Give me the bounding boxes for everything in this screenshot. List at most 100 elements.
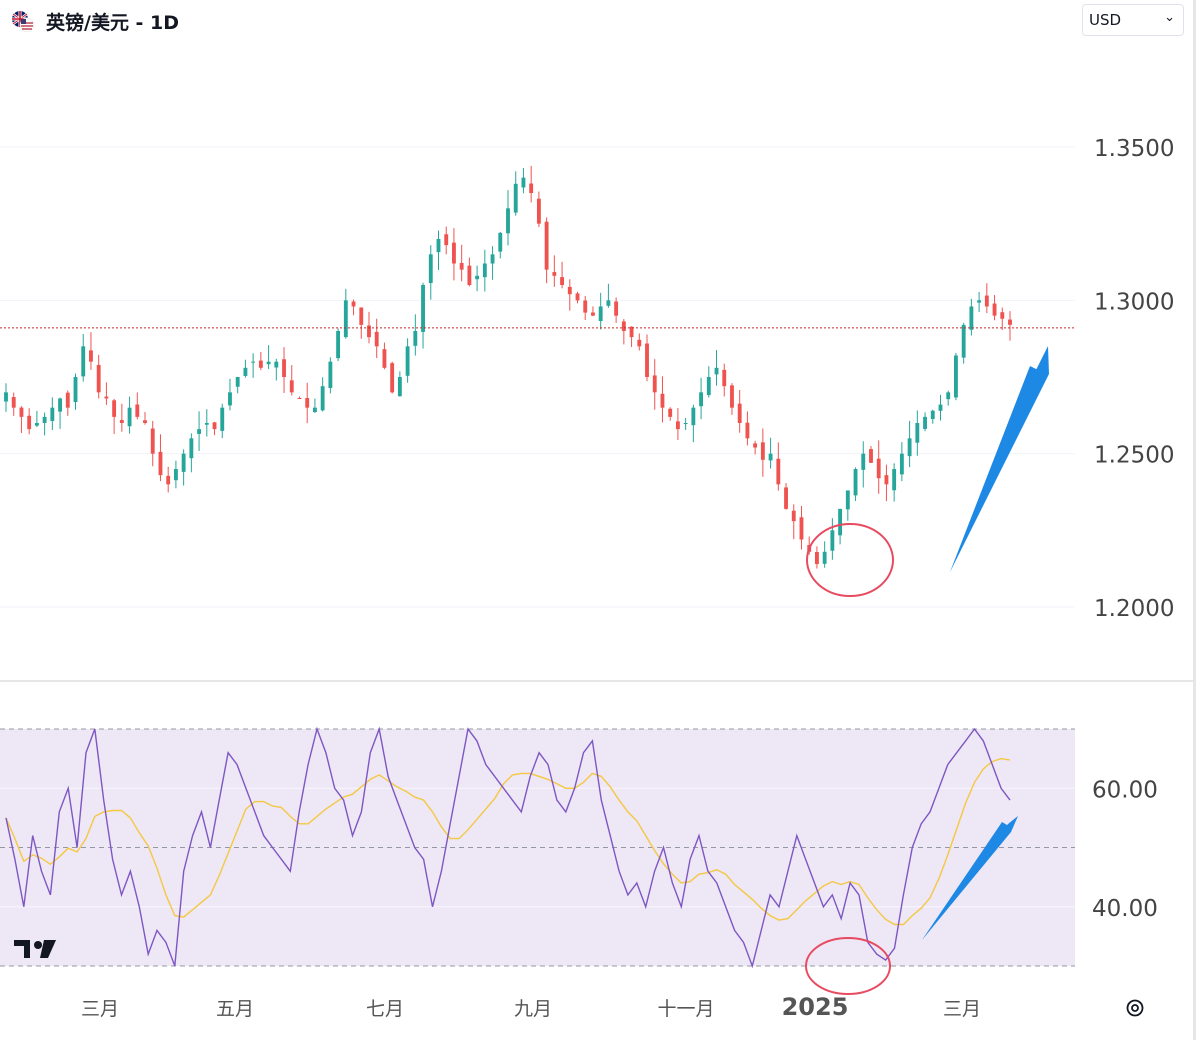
candle-body xyxy=(784,487,788,509)
rsi-tick-label: 60.00 xyxy=(1092,777,1158,803)
candle-body xyxy=(575,293,580,301)
candle-body xyxy=(197,429,202,434)
candle-body xyxy=(27,415,32,430)
candle-body xyxy=(235,377,240,387)
tradingview-logo-icon xyxy=(14,940,56,958)
candle-body xyxy=(112,400,117,417)
candle-body xyxy=(289,380,294,393)
candle-body xyxy=(212,422,217,430)
price-tick-label: 1.3500 xyxy=(1094,136,1174,162)
candle-body xyxy=(521,177,526,188)
candle-body xyxy=(390,363,395,393)
rsi-ma-line xyxy=(5,757,1011,926)
gbp-usd-flag-icon xyxy=(12,11,35,33)
candle-body xyxy=(482,263,487,278)
candle-body xyxy=(452,242,456,264)
candle-body xyxy=(143,420,147,423)
candle-body xyxy=(513,183,518,213)
candle-body xyxy=(822,551,827,564)
candle-body xyxy=(845,490,850,510)
candle-body xyxy=(753,443,758,448)
candle-body xyxy=(552,272,557,276)
candle-body xyxy=(745,422,750,439)
candle-body xyxy=(506,208,510,234)
annotation-arrow xyxy=(922,822,1012,940)
candle-body xyxy=(892,469,897,491)
candle-body xyxy=(282,359,286,377)
candle-body xyxy=(946,392,951,400)
candle-body xyxy=(984,295,989,307)
candle-body xyxy=(312,407,317,413)
candle-body xyxy=(127,407,132,427)
candle-body xyxy=(598,306,603,322)
candle-body xyxy=(776,458,781,485)
candle-body xyxy=(397,377,402,397)
x-tick-label: 三月 xyxy=(81,998,119,1020)
candle-body xyxy=(660,393,665,408)
candle-body xyxy=(297,398,302,400)
candle-body xyxy=(961,324,966,358)
x-tick-label: 2025 xyxy=(782,993,849,1021)
candle-body xyxy=(421,285,425,332)
candle-body xyxy=(838,508,843,536)
price-tick-label: 1.2500 xyxy=(1094,443,1174,469)
candle-body xyxy=(65,392,70,408)
annotation-circle xyxy=(805,937,891,995)
candle-body xyxy=(305,398,310,408)
candle-body xyxy=(204,423,209,425)
candle-body xyxy=(459,262,464,270)
candle-body xyxy=(405,346,410,376)
candle-body xyxy=(830,530,835,551)
currency-select[interactable]: USD ⌄ xyxy=(1082,4,1184,36)
candle-body xyxy=(498,232,503,252)
candle-body xyxy=(930,410,935,420)
candle-body xyxy=(4,392,8,402)
candle-body xyxy=(567,286,572,295)
x-tick-label: 十一月 xyxy=(657,998,714,1020)
settings-gear-icon[interactable] xyxy=(1124,997,1146,1019)
candle-body xyxy=(969,306,974,330)
candle-body xyxy=(529,183,534,193)
candle-body xyxy=(428,254,433,284)
candle-body xyxy=(42,416,47,424)
candle-body xyxy=(359,307,364,325)
annotation-circle xyxy=(806,523,894,597)
candle-body xyxy=(536,198,541,224)
candle-body xyxy=(706,377,711,396)
currency-value: USD xyxy=(1089,11,1122,29)
candle-body xyxy=(799,517,804,540)
candle-body xyxy=(652,375,657,393)
candle-body xyxy=(158,451,163,476)
price-tick-label: 1.2000 xyxy=(1094,596,1174,622)
candle-body xyxy=(668,408,673,417)
candle-body xyxy=(675,421,680,430)
candle-body xyxy=(992,303,997,316)
price-chart[interactable]: 1.3500 1.3000 1.2500 1.2000 xyxy=(0,40,1193,680)
candle-body xyxy=(382,349,387,368)
price-tick-label: 1.3000 xyxy=(1094,289,1174,315)
candle-body xyxy=(606,300,611,306)
candle-body xyxy=(899,453,904,475)
candle-body xyxy=(475,275,480,280)
rsi-chart[interactable]: 60.00 40.00 三月 五月 七月 九月 十一月 2025 三月 xyxy=(0,682,1193,1040)
candle-body xyxy=(714,367,719,375)
symbol-title[interactable]: 英镑/美元 - 1D xyxy=(46,12,180,34)
candle-body xyxy=(166,475,171,485)
candle-body xyxy=(274,361,279,368)
candle-body xyxy=(89,350,93,362)
candle-body xyxy=(699,392,704,407)
candle-body xyxy=(228,392,232,406)
x-tick-label: 七月 xyxy=(366,998,404,1020)
candle-body xyxy=(50,407,55,422)
candle-body xyxy=(266,361,271,365)
pane-divider[interactable] xyxy=(0,680,1193,682)
candle-body xyxy=(768,453,773,461)
candle-body xyxy=(258,360,263,368)
candle-body xyxy=(544,221,549,270)
x-tick-label: 九月 xyxy=(514,998,552,1020)
candle-body xyxy=(730,385,734,408)
candle-body xyxy=(884,475,889,485)
candle-body xyxy=(621,321,626,331)
candle-body xyxy=(104,396,109,399)
candle-body xyxy=(583,300,588,313)
